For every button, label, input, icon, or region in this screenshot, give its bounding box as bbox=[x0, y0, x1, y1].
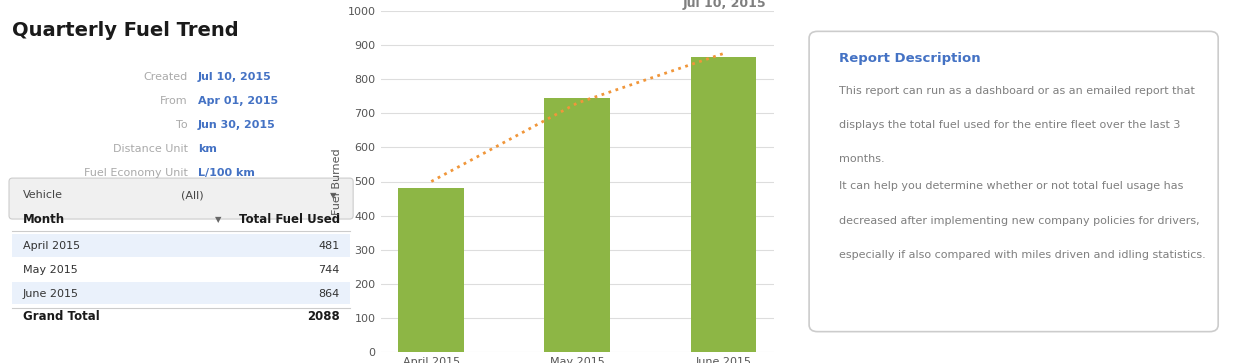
Text: Fuel Economy Unit: Fuel Economy Unit bbox=[84, 168, 188, 178]
Text: Month: Month bbox=[22, 212, 64, 225]
Text: Jun 30, 2015: Jun 30, 2015 bbox=[198, 120, 276, 130]
Text: This report can run as a dashboard or as an emailed report that: This report can run as a dashboard or as… bbox=[839, 86, 1194, 96]
FancyBboxPatch shape bbox=[12, 258, 349, 281]
Bar bbox=[544, 98, 610, 352]
FancyBboxPatch shape bbox=[12, 282, 349, 304]
Text: Created: Created bbox=[144, 72, 188, 82]
Text: To: To bbox=[176, 120, 188, 130]
Text: months.: months. bbox=[839, 154, 885, 164]
Text: Quarterly Fuel Trend: Quarterly Fuel Trend bbox=[12, 21, 239, 40]
Text: decreased after implementing new company policies for drivers,: decreased after implementing new company… bbox=[839, 216, 1199, 226]
Text: Report Description: Report Description bbox=[839, 52, 980, 65]
Text: Jul 10, 2015: Jul 10, 2015 bbox=[683, 0, 766, 10]
Text: May 2015: May 2015 bbox=[22, 265, 77, 275]
Text: 864: 864 bbox=[318, 289, 339, 299]
Text: April 2015: April 2015 bbox=[22, 241, 79, 251]
Text: Grand Total: Grand Total bbox=[22, 310, 99, 323]
Text: From: From bbox=[160, 96, 188, 106]
Bar bbox=[690, 57, 756, 352]
Text: ▼: ▼ bbox=[330, 191, 336, 200]
Text: Total Fuel Used: Total Fuel Used bbox=[239, 212, 339, 225]
Text: especially if also compared with miles driven and idling statistics.: especially if also compared with miles d… bbox=[839, 250, 1206, 260]
Text: L/100 km: L/100 km bbox=[198, 168, 255, 178]
Text: Distance Unit: Distance Unit bbox=[113, 144, 188, 154]
FancyBboxPatch shape bbox=[9, 178, 353, 219]
Bar bbox=[399, 188, 465, 352]
Text: 2088: 2088 bbox=[307, 310, 339, 323]
Text: ▼: ▼ bbox=[214, 215, 222, 224]
Text: It can help you determine whether or not total fuel usage has: It can help you determine whether or not… bbox=[839, 182, 1183, 192]
Text: June 2015: June 2015 bbox=[22, 289, 78, 299]
Text: 481: 481 bbox=[318, 241, 339, 251]
Text: Vehicle: Vehicle bbox=[22, 190, 62, 200]
Text: Jul 10, 2015: Jul 10, 2015 bbox=[198, 72, 271, 82]
Text: Apr 01, 2015: Apr 01, 2015 bbox=[198, 96, 278, 106]
FancyBboxPatch shape bbox=[809, 31, 1218, 332]
Text: displays the total fuel used for the entire fleet over the last 3: displays the total fuel used for the ent… bbox=[839, 120, 1180, 130]
FancyBboxPatch shape bbox=[12, 234, 349, 257]
Text: km: km bbox=[198, 144, 217, 154]
Text: 744: 744 bbox=[318, 265, 339, 275]
Text: (All): (All) bbox=[181, 190, 203, 200]
Y-axis label: Fuel Burned: Fuel Burned bbox=[332, 148, 342, 215]
